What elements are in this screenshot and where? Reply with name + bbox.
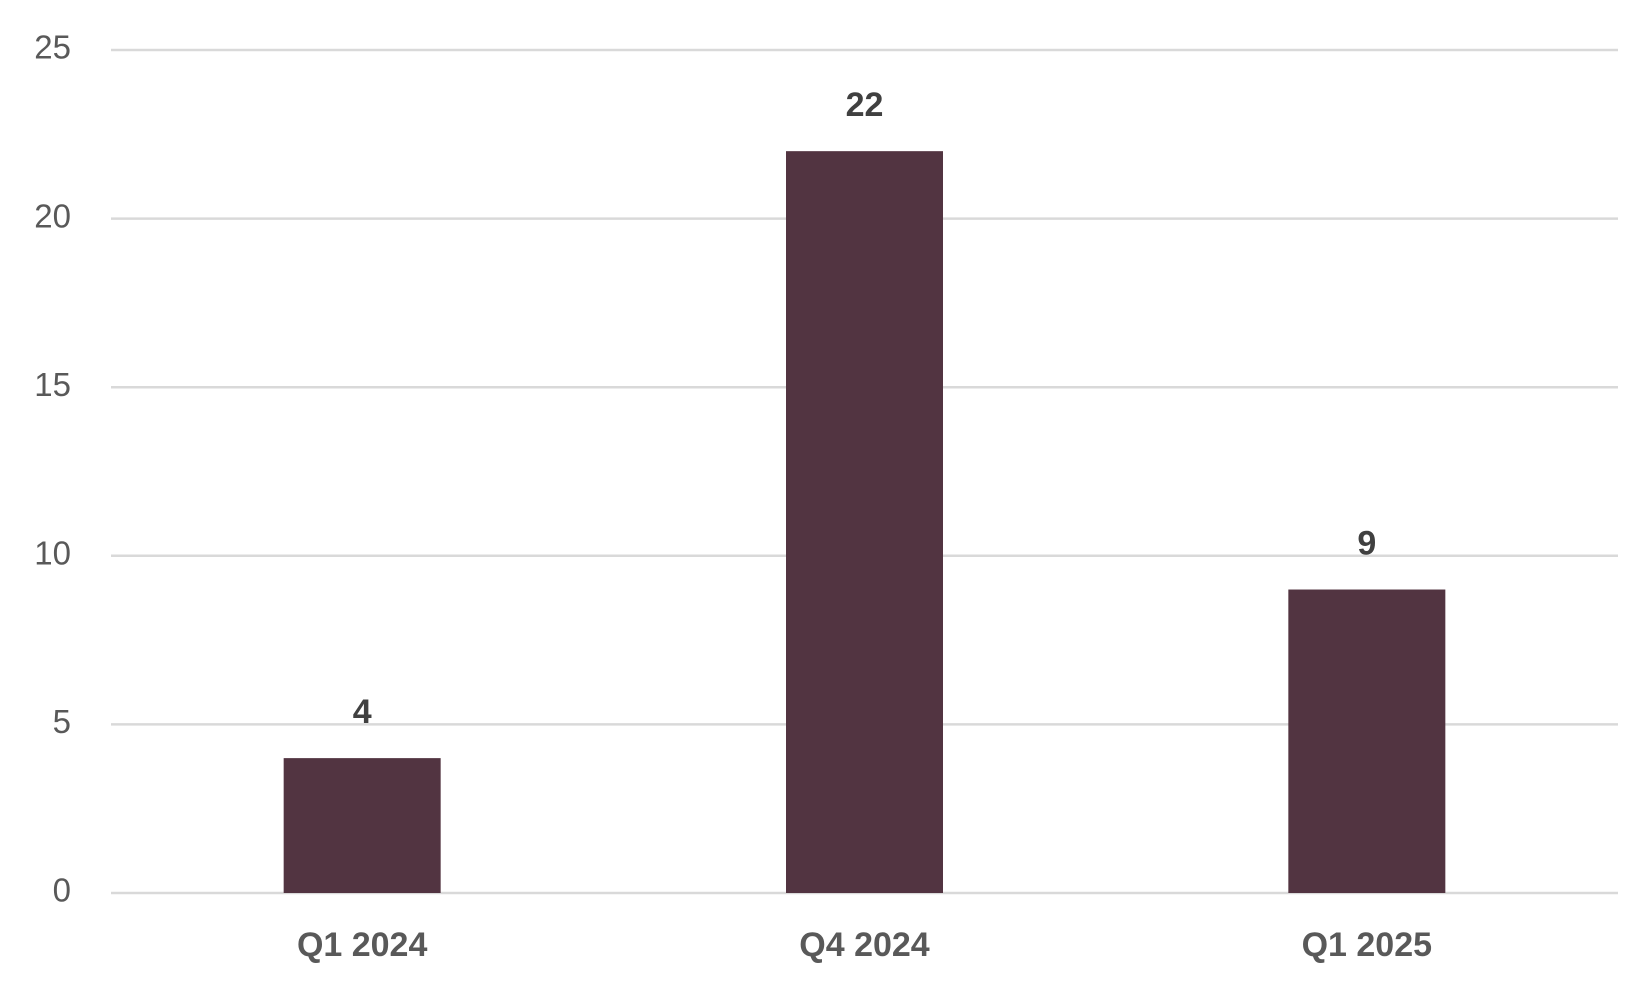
data-label: 22 [846,86,884,124]
y-tick-label: 15 [34,366,71,403]
x-tick-label: Q4 2024 [799,926,930,964]
bar [786,151,943,893]
y-tick-label: 20 [34,197,71,234]
data-label: 9 [1357,525,1376,563]
y-tick-label: 25 [34,29,71,66]
y-tick-label: 10 [34,535,71,572]
y-tick-label: 0 [53,872,71,909]
bar [283,758,441,893]
x-tick-label: Q1 2024 [297,926,428,964]
data-label: 4 [353,693,372,731]
y-tick-label: 5 [53,703,71,740]
bar [1288,589,1446,893]
x-tick-label: Q1 2025 [1302,926,1432,964]
